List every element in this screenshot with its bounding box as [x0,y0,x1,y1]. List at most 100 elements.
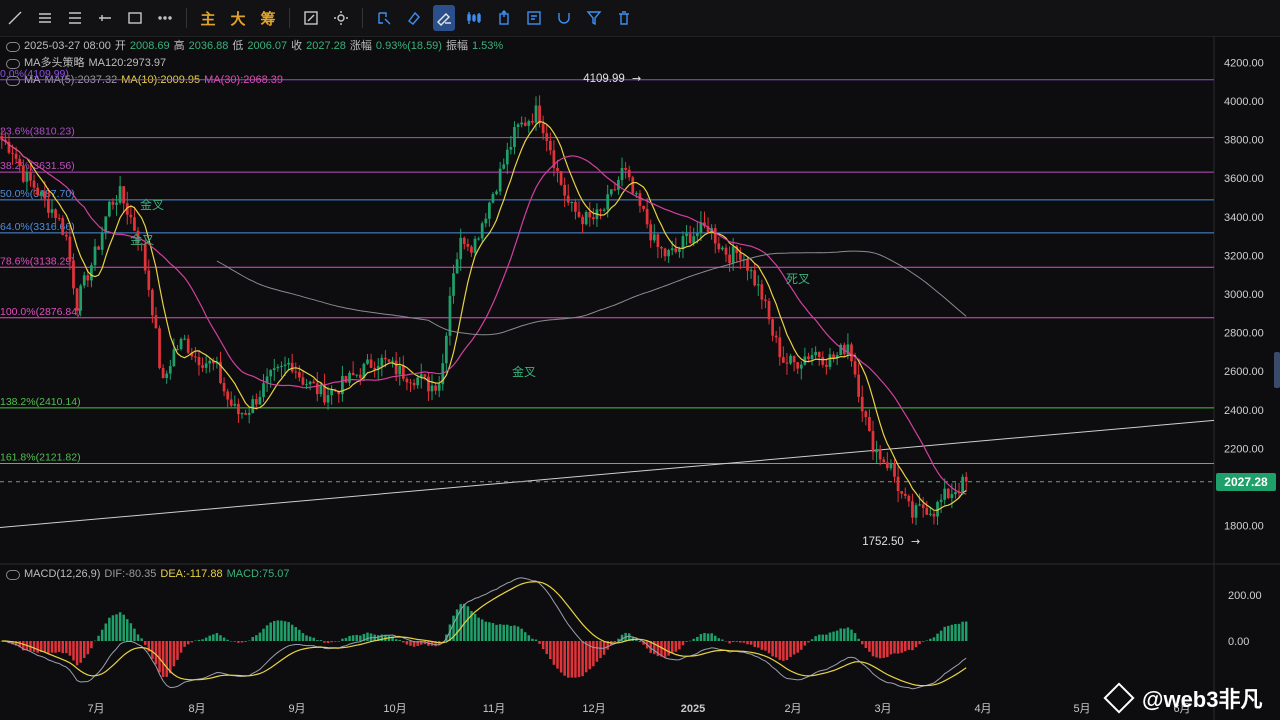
macd-histogram-bar [50,641,54,653]
candle-body [7,141,11,153]
price-chart[interactable]: 4200.00 4000.00 3800.00 3600.00 3400.00 3200.… [0,36,1280,720]
macd-histogram-bar [118,612,122,641]
note-icon[interactable] [523,5,545,31]
edit-icon[interactable] [300,5,322,31]
candle-body [470,246,473,253]
macd-histogram-bar [90,641,93,649]
main-button[interactable]: 主 [200,10,216,28]
macd-histogram-bar [366,632,369,641]
candle-body [111,201,115,205]
candle-body [384,357,387,360]
macd-histogram-bar [599,641,602,659]
rectangle-icon[interactable] [124,5,146,31]
cross-signal-label: 金叉 [140,197,164,212]
candle-body [749,270,753,272]
horizontal-ray-icon[interactable] [94,5,116,31]
eye-icon[interactable] [6,569,20,580]
settings-icon[interactable] [330,5,352,31]
macd-histogram-bar [778,641,782,660]
macd-histogram-bar [817,634,821,641]
fib-level-label: 0.0%(4109.99) [0,68,69,80]
macd-histogram-bar [376,635,380,641]
candle-body [319,384,323,395]
macd-histogram-bar [491,623,495,641]
candle-body [186,338,190,353]
macd-histogram-bar [939,630,943,641]
candle-body [878,449,882,460]
macd-histogram-bar [22,641,25,651]
macd-histogram-bar [904,641,907,652]
edit-icon [304,11,318,25]
macd-histogram-bar [82,641,86,658]
candle-body [613,189,617,191]
macd-histogram-bar [434,641,437,647]
big-button[interactable]: 大 [230,10,246,28]
export-icon[interactable] [493,5,515,31]
more-icon [158,16,172,20]
trend-line-icon[interactable] [4,5,26,31]
candle-body [828,354,832,367]
macd-histogram-bar [864,641,868,649]
macd-histogram-bar [728,641,731,644]
eraser-icon[interactable] [403,5,425,31]
macd-histogram-bar [814,636,817,641]
cross-signal-label: 死叉 [786,272,810,286]
eye-icon[interactable] [6,41,20,52]
candle-body [437,384,441,391]
candle-body [154,315,158,329]
candle-body [25,171,29,182]
macd-histogram-bar [280,620,283,641]
macd-histogram-bar [161,641,165,677]
macd-histogram-bar [204,637,208,641]
draw-icon[interactable] [433,5,455,31]
candle-body [896,476,900,492]
macd-histogram-bar [369,633,373,641]
candle-body [921,504,925,508]
chip-button[interactable]: 筹 [260,10,276,28]
fib-level-label: 78.6%(3138.29) [0,255,75,267]
candle-body [272,368,276,371]
macd-histogram-bar [165,641,168,677]
macd-histogram-bar [312,637,315,641]
candles-icon[interactable] [463,5,485,31]
macd-histogram-bar [782,641,785,661]
macd-histogram-bar [133,628,136,641]
parallel-lines-icon [69,12,81,24]
eye-icon[interactable] [6,75,20,86]
more-icon[interactable] [154,5,176,31]
macd-histogram-bar [957,623,961,641]
macd-histogram-bar [531,638,534,641]
parallel-lines-icon[interactable] [64,5,86,31]
fib-level-label: 138.2%(2410.14) [0,396,81,408]
horizontal-lines-icon[interactable] [34,5,56,31]
candle-body [893,463,896,477]
macd-histogram-bar [423,641,427,645]
candle-body [434,385,437,391]
fib-level-label: 100.0%(2876.84) [0,306,81,318]
candle-body [914,505,918,518]
magnet-icon[interactable] [553,5,575,31]
trash-icon[interactable] [613,5,635,31]
candle-body [832,354,835,358]
macd-histogram-bar [480,619,484,641]
macd-histogram-bar [197,639,201,641]
candle-body [624,168,627,170]
eye-icon[interactable] [6,58,20,69]
candle-body [875,449,878,453]
candle-body [918,504,921,506]
candle-body [685,233,688,237]
candle-body [412,382,416,386]
price-tick-label: 3400.00 [1224,212,1264,224]
select-icon[interactable] [373,5,395,31]
side-panel-handle[interactable] [1274,352,1280,388]
filter-icon[interactable] [583,5,605,31]
candle-body [211,360,215,364]
candle-body [75,288,79,311]
macd-histogram-bar [65,641,68,654]
macd-histogram-bar [258,632,262,641]
macd-histogram-bar [495,624,498,641]
candle-body [409,382,412,384]
macd-histogram-bar [394,639,398,641]
macd-histogram-bar [896,641,900,654]
candle-body [226,391,230,400]
